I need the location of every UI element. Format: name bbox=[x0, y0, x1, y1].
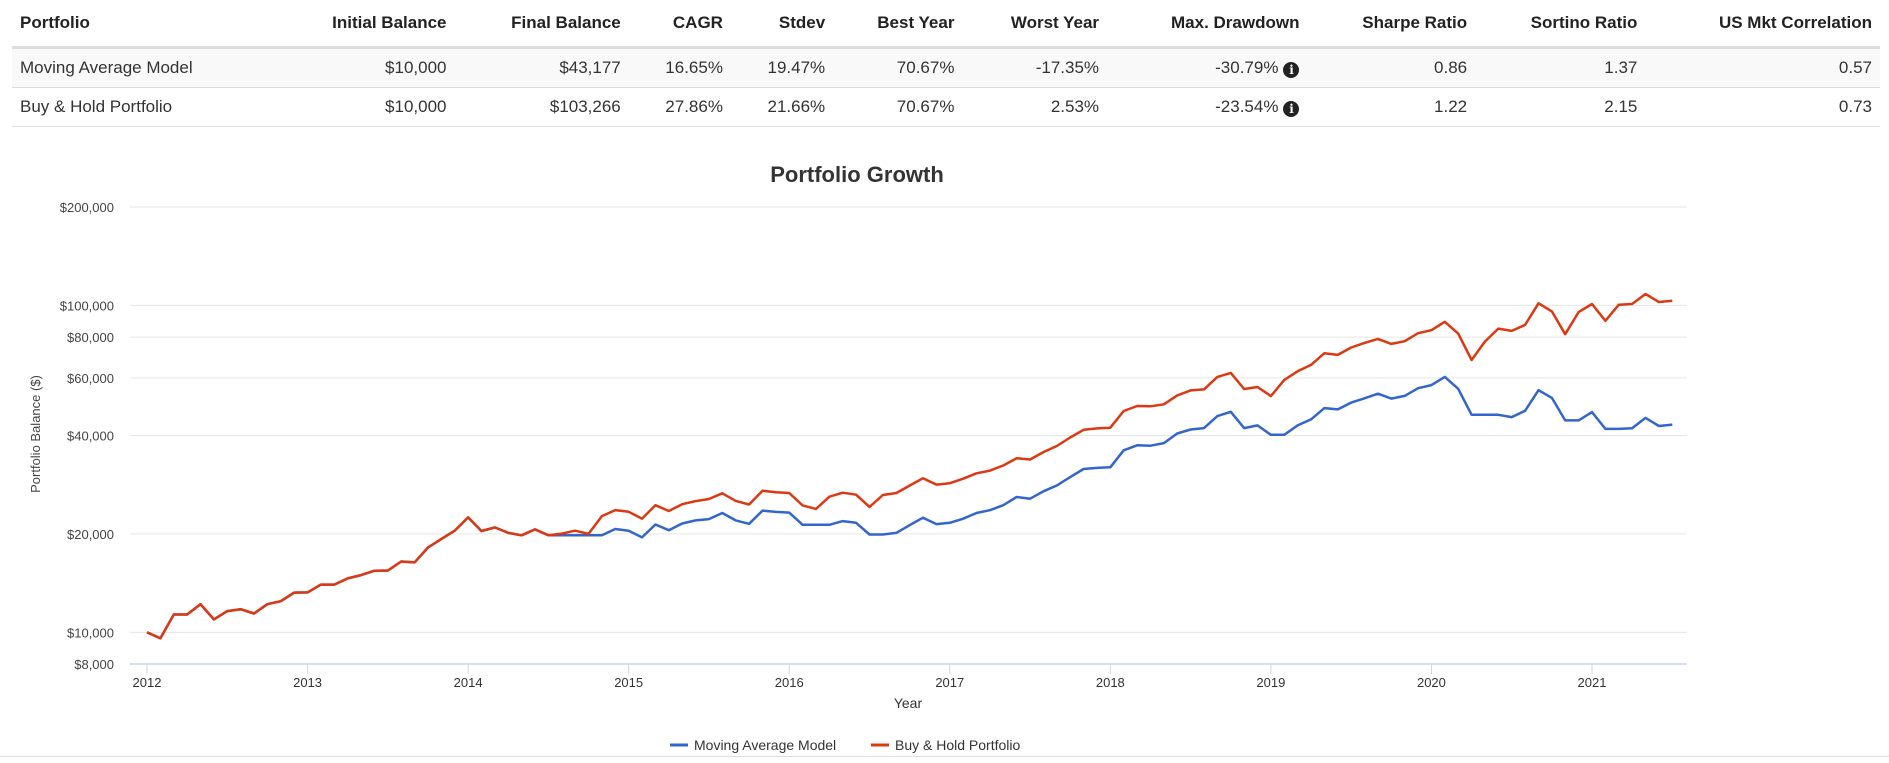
x-tick-label: 2014 bbox=[454, 675, 483, 690]
x-axis-title: Year bbox=[894, 695, 923, 711]
cell-final-balance: $43,177 bbox=[454, 47, 629, 88]
drawdown-value: -23.54% bbox=[1215, 97, 1279, 116]
header-cagr[interactable]: CAGR bbox=[628, 0, 731, 49]
legend-item[interactable]: Buy & Hold Portfolio bbox=[871, 737, 1020, 753]
cell-stdev: 21.66% bbox=[730, 87, 834, 127]
table-row: Moving Average Model $10,000 $43,177 16.… bbox=[12, 47, 1880, 88]
y-tick-label: $8,000 bbox=[74, 657, 114, 672]
header-portfolio[interactable]: Portfolio bbox=[12, 0, 274, 49]
legend: Moving Average Model Buy & Hold Portfolio bbox=[670, 737, 1020, 753]
x-tick-label: 2020 bbox=[1417, 675, 1446, 690]
cell-us-mkt-correlation: 0.57 bbox=[1645, 47, 1880, 88]
cell-max-drawdown: -23.54% i bbox=[1107, 87, 1308, 127]
info-circle-icon[interactable]: i bbox=[1283, 101, 1300, 117]
y-tick-label: $80,000 bbox=[67, 330, 114, 345]
cell-sortino-ratio: 2.15 bbox=[1475, 87, 1646, 127]
cell-initial-balance: $10,000 bbox=[273, 47, 455, 88]
cell-sharpe-ratio: 0.86 bbox=[1307, 47, 1476, 88]
x-axis-ticks: 2012 2013 2014 2015 2016 2017 2018 2019 2020 2021 bbox=[133, 664, 1607, 690]
series-line-buy-hold-portfolio bbox=[146, 292, 1673, 640]
info-circle-icon[interactable]: i bbox=[1283, 62, 1300, 78]
x-tick-label: 2019 bbox=[1256, 675, 1285, 690]
divider bbox=[0, 756, 1889, 757]
legend-item[interactable]: Moving Average Model bbox=[670, 737, 836, 753]
cell-final-balance: $103,266 bbox=[454, 87, 629, 127]
legend-label: Buy & Hold Portfolio bbox=[895, 737, 1020, 753]
cell-worst-year: -17.35% bbox=[962, 47, 1108, 88]
cell-cagr: 27.86% bbox=[628, 87, 731, 127]
y-tick-label: $200,000 bbox=[60, 200, 114, 215]
x-tick-label: 2017 bbox=[935, 675, 964, 690]
header-stdev[interactable]: Stdev bbox=[730, 0, 834, 49]
y-axis-ticks: $8,000 $10,000 $20,000 $40,000 $60,000 $80,00… bbox=[60, 200, 114, 672]
cell-best-year: 70.67% bbox=[833, 47, 963, 88]
portfolio-stats-table: Portfolio Initial Balance Final Balance … bbox=[12, 0, 1880, 127]
header-us-mkt-correlation[interactable]: US Mkt Correlation bbox=[1645, 0, 1880, 49]
cell-max-drawdown: -30.79% i bbox=[1107, 47, 1308, 88]
header-initial-balance[interactable]: Initial Balance bbox=[273, 0, 455, 49]
chart-title: Portfolio Growth bbox=[770, 162, 944, 187]
header-best-year[interactable]: Best Year bbox=[833, 0, 963, 49]
x-tick-label: 2021 bbox=[1578, 675, 1607, 690]
y-tick-label: $60,000 bbox=[67, 371, 114, 386]
y-tick-label: $100,000 bbox=[60, 298, 114, 313]
cell-stdev: 19.47% bbox=[730, 47, 834, 88]
x-tick-label: 2015 bbox=[614, 675, 643, 690]
y-tick-label: $10,000 bbox=[67, 625, 114, 640]
x-tick-label: 2016 bbox=[775, 675, 804, 690]
x-tick-label: 2013 bbox=[293, 675, 322, 690]
series-line-moving-average-model bbox=[146, 375, 1673, 640]
header-final-balance[interactable]: Final Balance bbox=[454, 0, 629, 49]
cell-sharpe-ratio: 1.22 bbox=[1307, 87, 1476, 127]
cell-initial-balance: $10,000 bbox=[273, 87, 455, 127]
y-tick-label: $40,000 bbox=[67, 429, 114, 444]
cell-portfolio: Moving Average Model bbox=[12, 47, 274, 88]
drawdown-value: -30.79% bbox=[1215, 58, 1279, 77]
grid-lines bbox=[130, 206, 1687, 665]
y-axis-title: Portfolio Balance ($) bbox=[28, 375, 43, 493]
cell-worst-year: 2.53% bbox=[962, 87, 1108, 127]
cell-best-year: 70.67% bbox=[833, 87, 963, 127]
legend-label: Moving Average Model bbox=[694, 737, 836, 753]
header-sharpe-ratio[interactable]: Sharpe Ratio bbox=[1307, 0, 1476, 49]
y-tick-label: $20,000 bbox=[67, 527, 114, 542]
header-sortino-ratio[interactable]: Sortino Ratio bbox=[1475, 0, 1646, 49]
table-row: Buy & Hold Portfolio $10,000 $103,266 27… bbox=[12, 87, 1880, 127]
x-tick-label: 2018 bbox=[1096, 675, 1125, 690]
table-header-row: Portfolio Initial Balance Final Balance … bbox=[12, 0, 1880, 49]
x-tick-label: 2012 bbox=[133, 675, 162, 690]
cell-cagr: 16.65% bbox=[628, 47, 731, 88]
cell-sortino-ratio: 1.37 bbox=[1475, 47, 1646, 88]
header-worst-year[interactable]: Worst Year bbox=[962, 0, 1108, 49]
header-max-drawdown[interactable]: Max. Drawdown bbox=[1107, 0, 1308, 49]
cell-portfolio: Buy & Hold Portfolio bbox=[12, 87, 274, 127]
series-lines bbox=[146, 292, 1673, 640]
cell-us-mkt-correlation: 0.73 bbox=[1645, 87, 1880, 127]
